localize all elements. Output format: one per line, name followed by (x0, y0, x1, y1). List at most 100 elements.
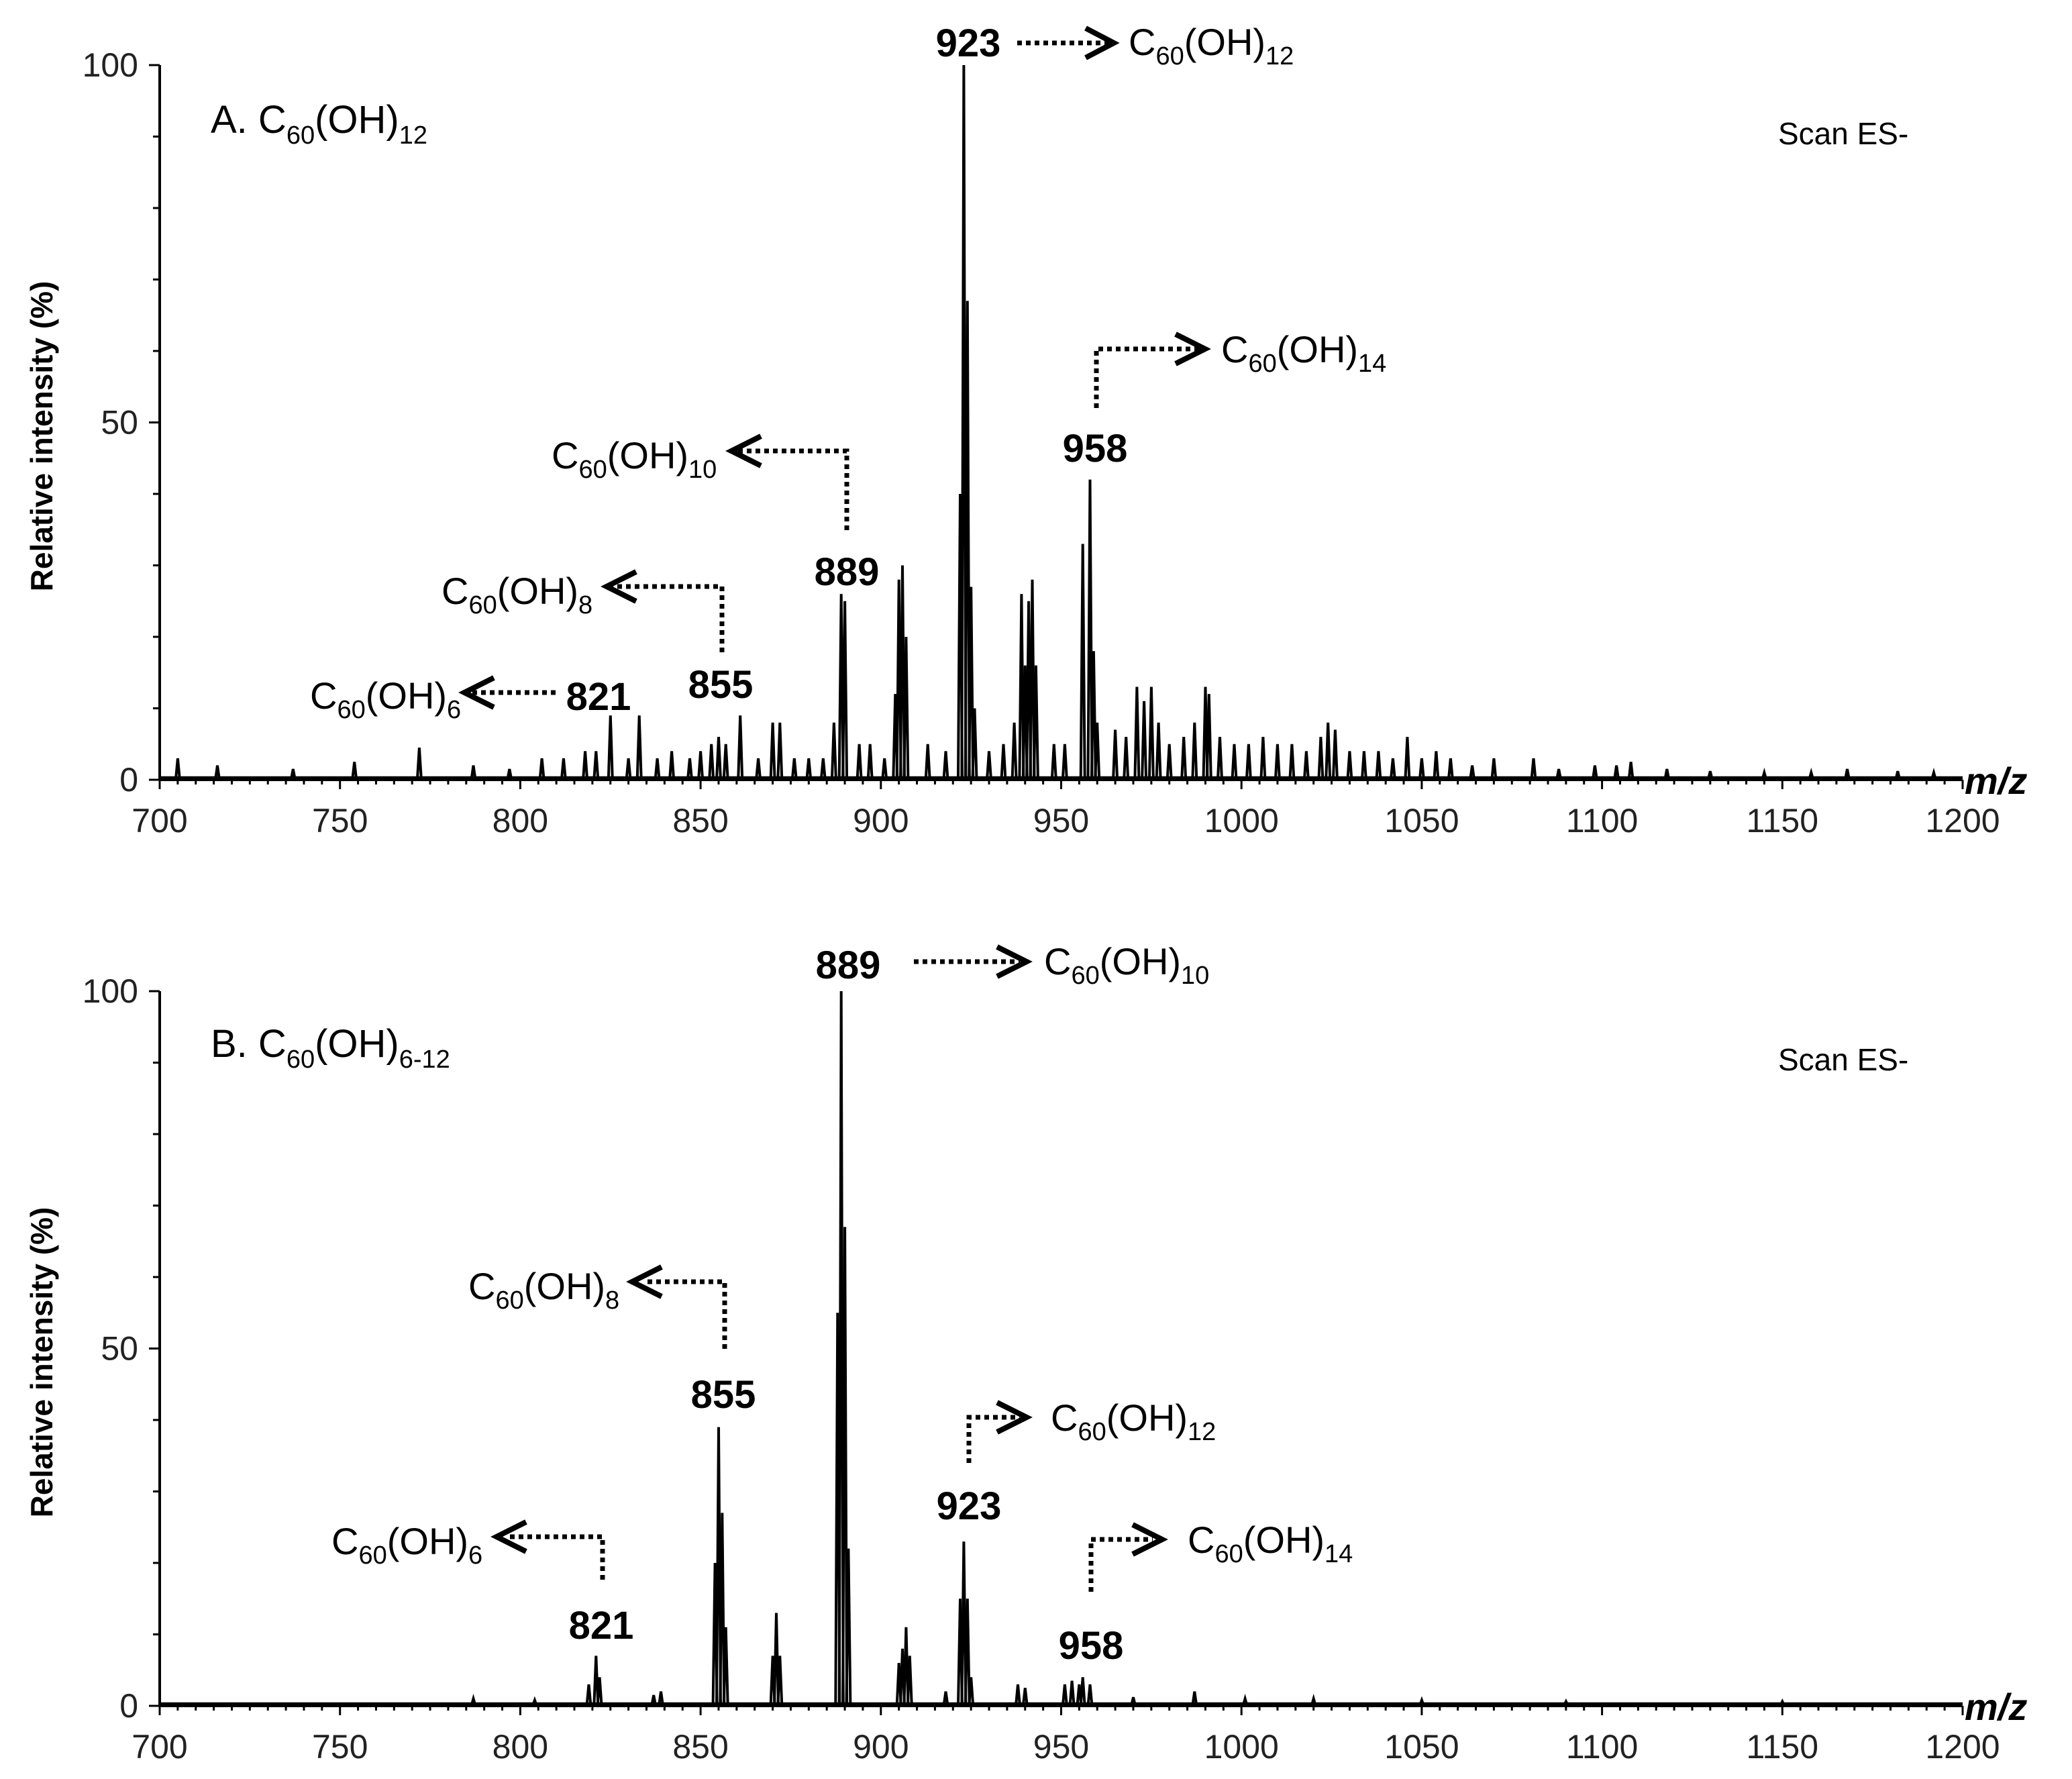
x-tick-label: 750 (312, 1728, 368, 1766)
spectrum-peak (351, 762, 358, 780)
spectrum-peak (986, 751, 992, 780)
spectrum-peak (1389, 758, 1396, 780)
panel-a: Relative intensity (%) A. C60(OH)12 Scan… (24, 21, 2027, 840)
x-tick-label: 950 (1033, 802, 1089, 840)
spectrum-peak (841, 601, 849, 780)
peak-label-821: 821 (569, 1604, 634, 1647)
spectrum-peak (1029, 579, 1036, 780)
y-tick-label: 0 (119, 1687, 138, 1725)
spectrum-peak (942, 1691, 949, 1707)
spectrum-peak (1205, 694, 1212, 780)
spectrum-peak (1317, 737, 1325, 780)
peak-label-958: 958 (1059, 1624, 1124, 1668)
spectrum-peak (1433, 751, 1440, 780)
spectrum-peak (1418, 1696, 1425, 1707)
x-tick-label: 1000 (1204, 802, 1279, 840)
y-tick-label: 100 (83, 46, 138, 84)
spectrum-peak (531, 1696, 538, 1707)
x-tick-label: 700 (132, 802, 187, 840)
spectrum-peak (1032, 665, 1039, 780)
spectrum-peak (830, 722, 837, 780)
x-tick-label: 800 (493, 1728, 548, 1766)
arrow-821 (510, 1534, 605, 1580)
spectrum-peak (708, 744, 715, 780)
peak-label-855: 855 (688, 663, 754, 707)
spectrum-peak (1094, 722, 1101, 780)
spectrum-peak (906, 1656, 913, 1707)
spectrum-peak (658, 1691, 664, 1707)
arrowhead-958 (1174, 332, 1211, 366)
spectrum-peak (1894, 770, 1902, 780)
spectrum-peak (1191, 722, 1198, 780)
spectrum-peak (470, 765, 477, 780)
arrowhead-855 (601, 569, 637, 604)
arrow-889 (737, 448, 849, 530)
spectrum-peak (964, 1598, 971, 1707)
spectrum-peak (776, 1656, 784, 1707)
formula-958: C60(OH)14 (1188, 1519, 1353, 1568)
formula-889: C60(OH)10 (552, 434, 717, 484)
spectrum-peak (1627, 762, 1635, 780)
peak-label-889: 889 (816, 944, 881, 987)
formula-958: C60(OH)14 (1221, 328, 1386, 378)
spectrum-peak (650, 1694, 658, 1707)
spectrum-peak (1155, 722, 1162, 780)
spectrum-peak (776, 722, 784, 780)
spectrum-peak (1191, 1691, 1198, 1707)
arrowhead-923 (1084, 26, 1120, 60)
spectrum-peak (1779, 1698, 1786, 1707)
formula-855: C60(OH)8 (442, 570, 592, 619)
spectrum-peak (668, 751, 676, 780)
formula-923: C60(OH)12 (1051, 1396, 1216, 1446)
x-tick-label: 1200 (1925, 1728, 2000, 1766)
spectrum-peak (902, 636, 910, 780)
x-tick-label: 900 (853, 1728, 909, 1766)
y-tick-label: 0 (119, 761, 138, 799)
x-tick-label: 950 (1033, 1728, 1089, 1766)
spectrum-peak (1555, 768, 1563, 780)
spectrum-peak (968, 1677, 975, 1707)
spectrum-peak (1061, 744, 1068, 780)
spectrum-peak (635, 715, 643, 780)
spectrum-peak (1123, 737, 1130, 780)
spectrum-peak (1259, 737, 1267, 780)
peak-label-958: 958 (1063, 427, 1128, 470)
spectrum-peak (174, 758, 181, 780)
x-tick-label: 750 (312, 802, 368, 840)
spectrum-peak (819, 758, 827, 780)
x-axis-unit-label: m/z (1965, 760, 2027, 802)
spectrum-peak (415, 747, 423, 780)
spectrum-peak (585, 1684, 592, 1707)
y-axis-label: Relative intensity (%) (24, 1207, 59, 1518)
scan-mode-label: Scan ES- (1778, 1042, 1908, 1077)
x-tick-label: 700 (132, 1728, 187, 1766)
spectrum-peak (1216, 737, 1223, 780)
x-tick-label: 850 (672, 1728, 728, 1766)
spectrum-peak (1331, 729, 1339, 780)
spectrum-peak (841, 1227, 849, 1707)
spectrum-peak (1018, 594, 1025, 780)
y-axis-label: Relative intensity (%) (24, 281, 59, 592)
spectrum-peak (1663, 768, 1671, 780)
spectrum-peak (1068, 1680, 1076, 1707)
spectrum-peak (881, 758, 888, 780)
spectrum-peak (1241, 1693, 1249, 1707)
x-tick-label: 900 (853, 802, 909, 840)
spectrum-peak (1930, 767, 1937, 780)
peak-label-889: 889 (815, 550, 880, 594)
x-tick-label: 1150 (1747, 1728, 1819, 1766)
spectrum-peak (964, 301, 971, 780)
spectrum-peak (971, 708, 978, 780)
spectrum-peak (1404, 737, 1411, 780)
formula-855: C60(OH)8 (468, 1265, 619, 1315)
spectrum-peak (1180, 737, 1188, 780)
spectrum-peak (625, 758, 632, 780)
spectrum-peak (1325, 722, 1332, 780)
spectrum-peak (289, 768, 297, 780)
spectrum-peak (1141, 701, 1148, 780)
spectrum-peak (722, 744, 729, 780)
spectrum-peak (654, 758, 661, 780)
spectrum-peak (942, 751, 949, 780)
spectrum-peak (538, 758, 546, 780)
